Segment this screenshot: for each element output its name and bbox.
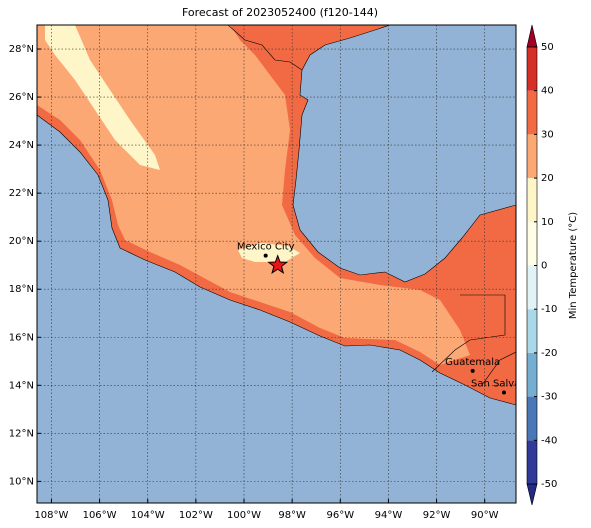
colorbar-tick-label: 0 — [541, 261, 547, 272]
map-area: Mexico City Guatemala San Salvador — [37, 25, 538, 503]
colorbar-label: Min Temperature (°C) — [568, 212, 579, 319]
x-tick-label: 96°W — [326, 510, 354, 521]
colorbar-bin — [527, 265, 537, 310]
colorbar-bin — [527, 134, 537, 179]
x-tick-label: 104°W — [131, 510, 165, 521]
city-marker — [501, 390, 506, 395]
colorbar-tick-label: -50 — [541, 479, 557, 490]
x-tick-label: 102°W — [179, 510, 213, 521]
y-tick-label: 20°N — [9, 236, 34, 247]
colorbar-tick-label: 20 — [541, 173, 554, 184]
colorbar-bin — [527, 352, 537, 397]
x-tick-label: 90°W — [471, 510, 499, 521]
colorbar-bin — [527, 178, 537, 222]
city-label: Guatemala — [445, 357, 500, 368]
colorbar-tick-label: 10 — [541, 217, 554, 228]
x-tick-label: 94°W — [375, 510, 403, 521]
y-tick-label: 16°N — [9, 332, 34, 343]
colorbar-tick-label: -10 — [541, 304, 557, 315]
x-tick-label: 98°W — [278, 510, 306, 521]
y-tick-label: 24°N — [9, 140, 34, 151]
colorbar-tick-label: 40 — [541, 86, 554, 97]
y-tick-label: 12°N — [9, 428, 34, 439]
colorbar-bin — [527, 221, 537, 266]
colorbar-tick-label: 50 — [541, 42, 554, 53]
colorbar-tick-label: -40 — [541, 435, 557, 446]
plot-frame — [36, 24, 517, 504]
city-label: Mexico City — [237, 242, 295, 253]
y-tick-label: 22°N — [9, 188, 34, 199]
colorbar-bin — [527, 90, 537, 135]
colorbar-tick-label: -30 — [541, 392, 557, 403]
colorbar-bin — [527, 396, 537, 441]
city-marker — [263, 253, 268, 258]
x-tick-label: 106°W — [83, 510, 117, 521]
y-tick-label: 14°N — [9, 380, 34, 391]
x-tick-label: 92°W — [423, 510, 451, 521]
contour-10-20 — [45, 25, 160, 170]
y-tick-label: 28°N — [9, 44, 34, 55]
colorbar-bin — [527, 440, 537, 484]
city-marker — [470, 368, 475, 373]
contour-20-30 — [37, 25, 470, 365]
city-label: San Salvador — [471, 379, 538, 390]
colorbar-tick-label: -20 — [541, 348, 557, 359]
colorbar-bin — [527, 47, 537, 91]
map-title: Forecast of 2023052400 (f120-144) — [182, 6, 378, 19]
x-tick-label: 100°W — [227, 510, 261, 521]
colorbar-tick-label: 30 — [541, 129, 554, 140]
border — [227, 25, 516, 386]
colorbar-extend-over — [526, 24, 538, 48]
x-tick-label: 108°W — [34, 510, 68, 521]
forecast-point — [267, 254, 289, 275]
colorbar-bin — [527, 309, 537, 353]
y-tick-label: 18°N — [9, 284, 34, 295]
y-tick-label: 10°N — [9, 476, 34, 487]
y-tick-label: 26°N — [9, 92, 34, 103]
contour-10-20 — [238, 243, 300, 262]
colorbar-extend-under — [526, 483, 538, 506]
